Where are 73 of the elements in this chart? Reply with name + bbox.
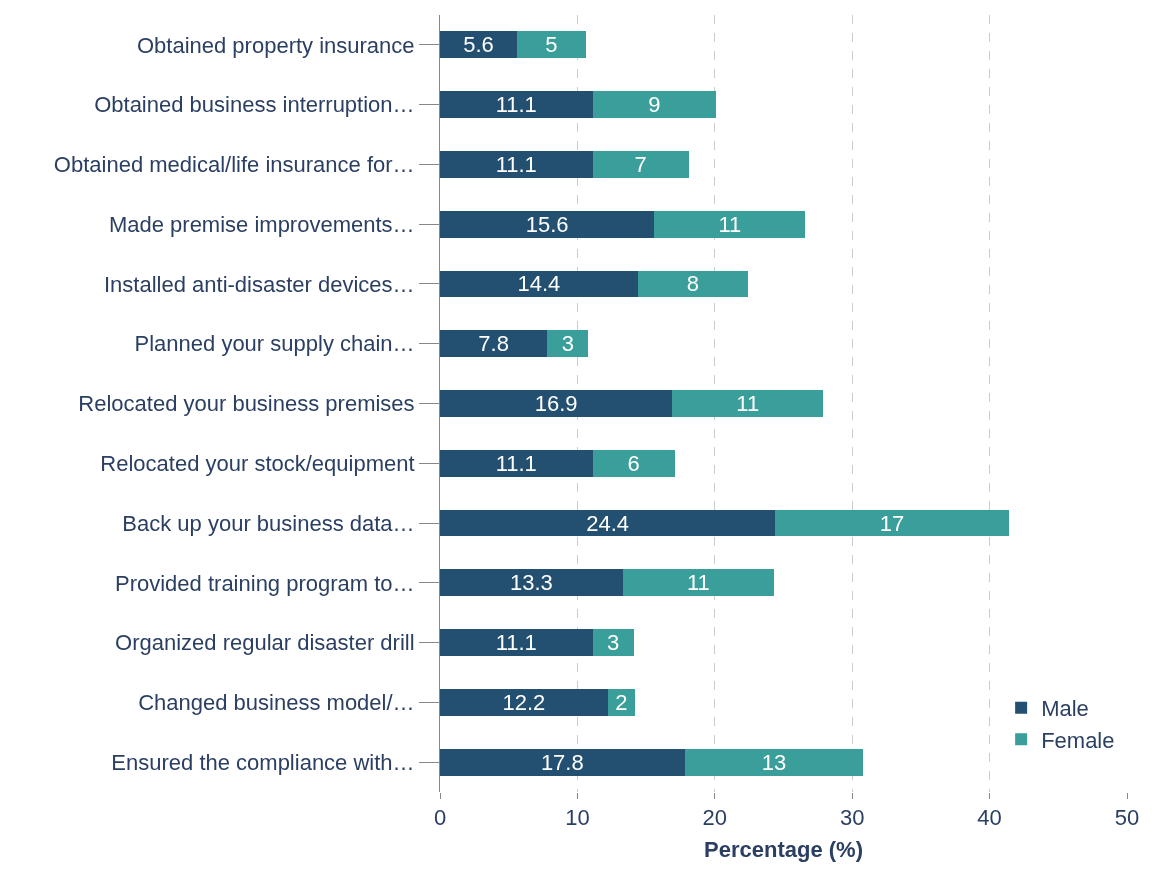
- data-label: 11.1: [495, 630, 537, 656]
- y-tick-label: Provided training program to…: [115, 570, 415, 596]
- data-label: 6: [627, 450, 640, 476]
- bar: [592, 449, 675, 477]
- data-label: 17.8: [540, 749, 584, 775]
- x-tick-label: 30: [839, 805, 865, 831]
- x-tick-label: 10: [565, 805, 590, 831]
- bar: [440, 688, 608, 716]
- bar: [672, 390, 824, 417]
- data-label: 17: [879, 510, 905, 536]
- bar: [440, 330, 548, 358]
- bar: [622, 569, 774, 597]
- data-label: 8: [686, 271, 699, 297]
- bar: [440, 270, 638, 298]
- bar: [547, 330, 589, 358]
- y-tick-label: Made premise improvements…: [108, 211, 415, 237]
- y-tick-label: Changed business model/…: [138, 690, 415, 716]
- data-label: 11.1: [495, 151, 537, 177]
- data-label: 11.1: [495, 450, 537, 476]
- bar: [440, 748, 685, 776]
- y-tick-label: Planned your supply chain…: [134, 331, 415, 357]
- data-label: 13.3: [509, 570, 553, 596]
- y-tick-label: Obtained property insurance: [136, 32, 415, 58]
- y-tick-label: Installed anti-disaster devices…: [104, 271, 415, 297]
- data-label: 7.8: [478, 331, 509, 357]
- data-label: 14.4: [517, 271, 561, 297]
- data-label: 9: [648, 92, 661, 118]
- data-label: 16.9: [534, 391, 578, 416]
- data-label: 5.6: [463, 32, 494, 58]
- y-tick-label: Back up your business data…: [122, 510, 415, 536]
- data-label: 12.2: [502, 689, 546, 715]
- data-label: 13: [761, 749, 787, 775]
- bar: [440, 91, 593, 119]
- bar: [440, 31, 517, 59]
- bar: [592, 150, 689, 178]
- bar: [440, 150, 593, 178]
- legend-label: Male: [1041, 696, 1089, 722]
- bar: [775, 509, 1009, 537]
- x-tick-label: 40: [977, 805, 1002, 831]
- bar: [637, 270, 748, 298]
- y-tick-label: Organized regular disaster drill: [115, 630, 415, 656]
- data-label: 11: [736, 391, 760, 416]
- bar: [440, 509, 776, 537]
- bar: [684, 748, 864, 776]
- data-label: 15.6: [525, 211, 569, 237]
- bar: [440, 629, 593, 657]
- data-label: 3: [606, 630, 620, 656]
- y-tick-label: Obtained medical/life insurance for…: [53, 152, 415, 178]
- bar: [440, 210, 655, 238]
- data-label: 5: [545, 32, 558, 58]
- bar: [516, 31, 586, 59]
- x-axis-title: Percentage (%): [704, 837, 863, 863]
- bar: [592, 91, 717, 119]
- bar: [592, 629, 634, 657]
- x-tick-label: 0: [433, 805, 447, 831]
- data-label: 11: [718, 211, 742, 237]
- data-label: 11.1: [495, 92, 537, 118]
- data-label: 7: [634, 151, 647, 177]
- y-tick-label: Obtained business interruption…: [94, 92, 415, 118]
- legend-label: Female: [1041, 727, 1115, 753]
- data-label: 24.4: [586, 510, 630, 536]
- y-tick-label: Ensured the compliance with…: [111, 749, 415, 775]
- x-tick-label: 50: [1114, 805, 1140, 831]
- bar: [440, 390, 673, 417]
- x-tick-label: 20: [702, 805, 728, 831]
- data-label: 11: [686, 570, 710, 596]
- bar: [654, 210, 806, 238]
- y-tick-label: Relocated your stock/equipment: [100, 450, 415, 476]
- y-tick-label: Relocated your business premises: [78, 391, 415, 417]
- bar: [440, 449, 593, 477]
- bar: [440, 569, 623, 597]
- data-label: 3: [561, 331, 574, 357]
- data-label: 2: [615, 689, 628, 715]
